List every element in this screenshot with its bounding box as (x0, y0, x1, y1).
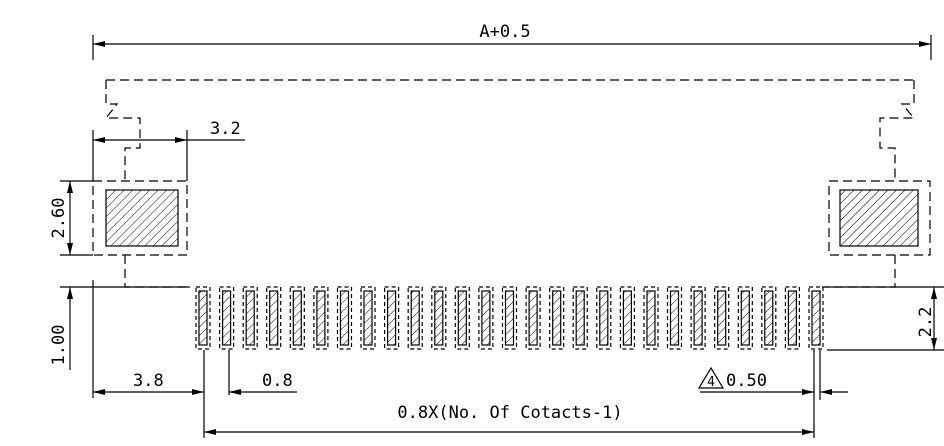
contact-pad-outline (737, 286, 753, 350)
pad-offset-dimension: 3.2 (92, 119, 245, 181)
contact-pad-outline (549, 286, 565, 350)
contact-pad (811, 290, 821, 346)
contact-pad (693, 290, 703, 346)
contact-pad-outline (761, 286, 777, 350)
pitch-label: 0.8 (262, 371, 293, 391)
contact-pad-outline (242, 286, 258, 350)
pad-height-dimension: 2.60 (49, 180, 93, 256)
contact-width-note: 4 (707, 375, 715, 390)
contact-pad (528, 290, 538, 346)
contact-pad (717, 290, 727, 346)
connector-outline (104, 79, 916, 288)
contact-pad-outline (384, 286, 400, 350)
overall-width-label: A+0.5 (479, 22, 530, 42)
contact-pad (787, 290, 798, 346)
contact-pad (552, 290, 562, 346)
right-height-label: 2.2 (916, 307, 936, 338)
contact-pad (599, 290, 609, 346)
contact-pad (198, 290, 208, 346)
left-margin-dimension: 3.8 (93, 371, 204, 395)
contact-pad-outline (525, 286, 541, 350)
contact-pad-outline (784, 286, 801, 350)
contact-span-dimension: 0.8X(No. Of Cotacts-1) (204, 403, 814, 435)
left-mounting-pad (92, 180, 188, 256)
contact-pad (740, 290, 750, 346)
contact-pad-outline (313, 286, 329, 350)
contact-pad-outline (690, 286, 706, 350)
contact-pad-outline (501, 286, 518, 350)
pad-height-label: 2.60 (49, 198, 69, 239)
contact-pad-outline (266, 286, 282, 350)
contact-pad-outline (643, 286, 659, 350)
contact-pad (339, 290, 350, 346)
contact-pad-outline (336, 286, 353, 350)
contact-pad-outline (619, 286, 636, 350)
contact-pad (245, 290, 255, 346)
contact-pad (292, 290, 302, 346)
left-margin-label: 3.8 (133, 371, 164, 391)
contact-pad (434, 290, 444, 346)
contact-pad-outline (808, 286, 824, 350)
contact-pad (622, 290, 633, 346)
contact-span-label: 0.8X(No. Of Cotacts-1) (397, 403, 622, 423)
contact-pad-outline (431, 286, 447, 350)
contact-pad-outline (407, 286, 423, 350)
overall-width-dimension: A+0.5 (92, 22, 932, 60)
contact-pad-outline (454, 286, 470, 350)
pitch-dimension: 0.8 (229, 371, 297, 395)
contact-pad-outline (666, 286, 683, 350)
contact-pad-outline (714, 286, 730, 350)
right-mounting-pad (828, 180, 931, 256)
contact-pad (269, 290, 279, 346)
contact-pad (646, 290, 656, 346)
contact-pad-outline (478, 286, 494, 350)
contact-pad (363, 290, 373, 346)
pad-offset-label: 3.2 (210, 119, 241, 139)
note-triangle-icon (697, 366, 725, 389)
right-height-dimension: 2.2 (822, 286, 944, 351)
contact-pad-outline (596, 286, 612, 350)
contact-pad (764, 290, 774, 346)
contact-extension-lines (92, 280, 821, 438)
contact-width-dimension: 4 0.50 (697, 366, 848, 395)
contact-height-dimension: 1.00 (49, 286, 190, 370)
contact-row (195, 286, 824, 350)
contact-pad (387, 290, 397, 346)
contact-pad (410, 290, 420, 346)
contact-pad (457, 290, 467, 346)
contact-pad (222, 290, 232, 346)
contact-pad-outline (195, 286, 211, 350)
contact-pad (669, 290, 680, 346)
contact-pad (316, 290, 326, 346)
contact-pad (481, 290, 491, 346)
contact-width-label: 0.50 (726, 371, 767, 391)
contact-pad-outline (360, 286, 376, 350)
contact-pad (575, 290, 585, 346)
contact-pad-outline (219, 286, 235, 350)
contact-pad (504, 290, 515, 346)
contact-pad-outline (572, 286, 588, 350)
contact-height-label: 1.00 (49, 325, 69, 366)
contact-pad-outline (289, 286, 305, 350)
